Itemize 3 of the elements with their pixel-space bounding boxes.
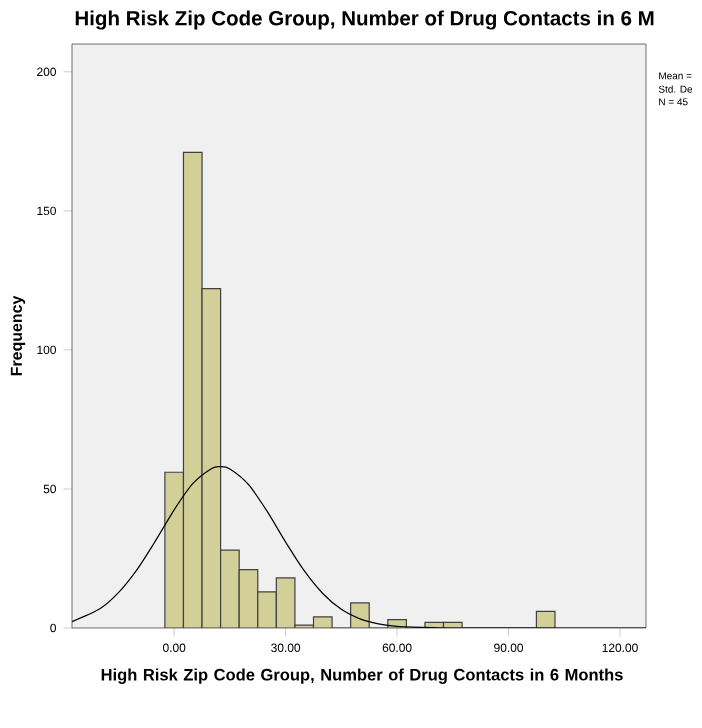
line-series (72, 466, 647, 628)
chart-title: High Risk Zip Code Group, Number of Drug Contacts in 6 M (75, 10, 654, 30)
x-axis-title: High Risk Zip Code Group, Number of Drug Contacts in 6 Months (101, 668, 623, 684)
